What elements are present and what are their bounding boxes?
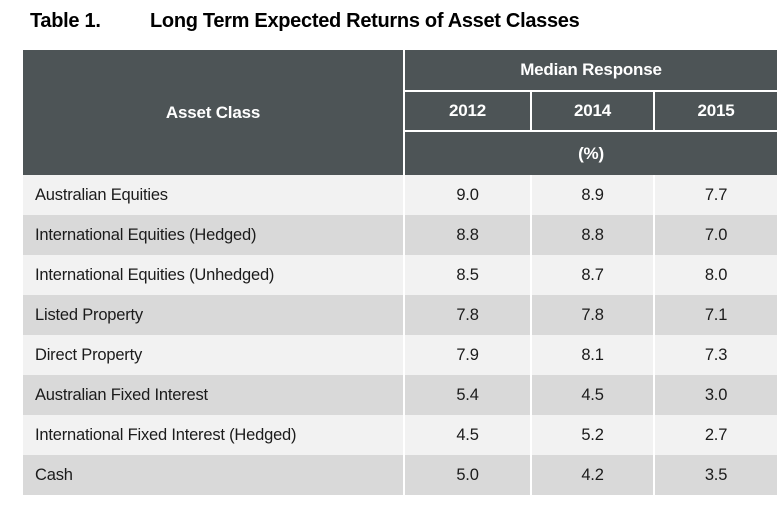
table-caption-label: Table 1. <box>30 10 101 32</box>
row-value-2015: 7.3 <box>655 335 777 375</box>
row-value-2015: 7.1 <box>655 295 777 335</box>
row-value-2014: 8.7 <box>532 255 653 295</box>
row-value-2012: 8.8 <box>405 215 530 255</box>
row-asset-name: International Fixed Interest (Hedged) <box>23 415 403 455</box>
row-asset-name: Direct Property <box>23 335 403 375</box>
row-value-2014: 4.5 <box>532 375 653 415</box>
row-asset-name: Listed Property <box>23 295 403 335</box>
row-asset-name: Australian Equities <box>23 175 403 215</box>
row-value-2015: 3.5 <box>655 455 777 495</box>
row-value-2014: 7.8 <box>532 295 653 335</box>
row-value-2015: 2.7 <box>655 415 777 455</box>
header-year-2014: 2014 <box>532 92 653 132</box>
row-value-2012: 7.8 <box>405 295 530 335</box>
row-value-2012: 9.0 <box>405 175 530 215</box>
table-caption-title: Long Term Expected Returns of Asset Clas… <box>150 10 580 32</box>
table-caption: Table 1. Long Term Expected Returns of A… <box>30 10 580 33</box>
header-year-2012: 2012 <box>405 92 530 132</box>
row-asset-name: Australian Fixed Interest <box>23 375 403 415</box>
row-value-2015: 8.0 <box>655 255 777 295</box>
row-value-2012: 8.5 <box>405 255 530 295</box>
row-value-2015: 7.0 <box>655 215 777 255</box>
row-asset-name: International Equities (Hedged) <box>23 215 403 255</box>
row-value-2012: 5.0 <box>405 455 530 495</box>
row-value-2014: 5.2 <box>532 415 653 455</box>
header-year-2015: 2015 <box>655 92 777 132</box>
row-value-2014: 8.9 <box>532 175 653 215</box>
row-value-2015: 3.0 <box>655 375 777 415</box>
header-unit-percent: (%) <box>405 132 777 175</box>
row-value-2014: 8.8 <box>532 215 653 255</box>
row-value-2012: 5.4 <box>405 375 530 415</box>
row-asset-name: International Equities (Unhedged) <box>23 255 403 295</box>
asset-returns-table: Asset Class Median Response 2012 2014 20… <box>23 50 777 495</box>
row-value-2014: 4.2 <box>532 455 653 495</box>
row-value-2014: 8.1 <box>532 335 653 375</box>
row-asset-name: Cash <box>23 455 403 495</box>
row-value-2012: 4.5 <box>405 415 530 455</box>
header-median-response: Median Response <box>405 50 777 92</box>
row-value-2015: 7.7 <box>655 175 777 215</box>
row-value-2012: 7.9 <box>405 335 530 375</box>
header-asset-class: Asset Class <box>23 50 403 175</box>
